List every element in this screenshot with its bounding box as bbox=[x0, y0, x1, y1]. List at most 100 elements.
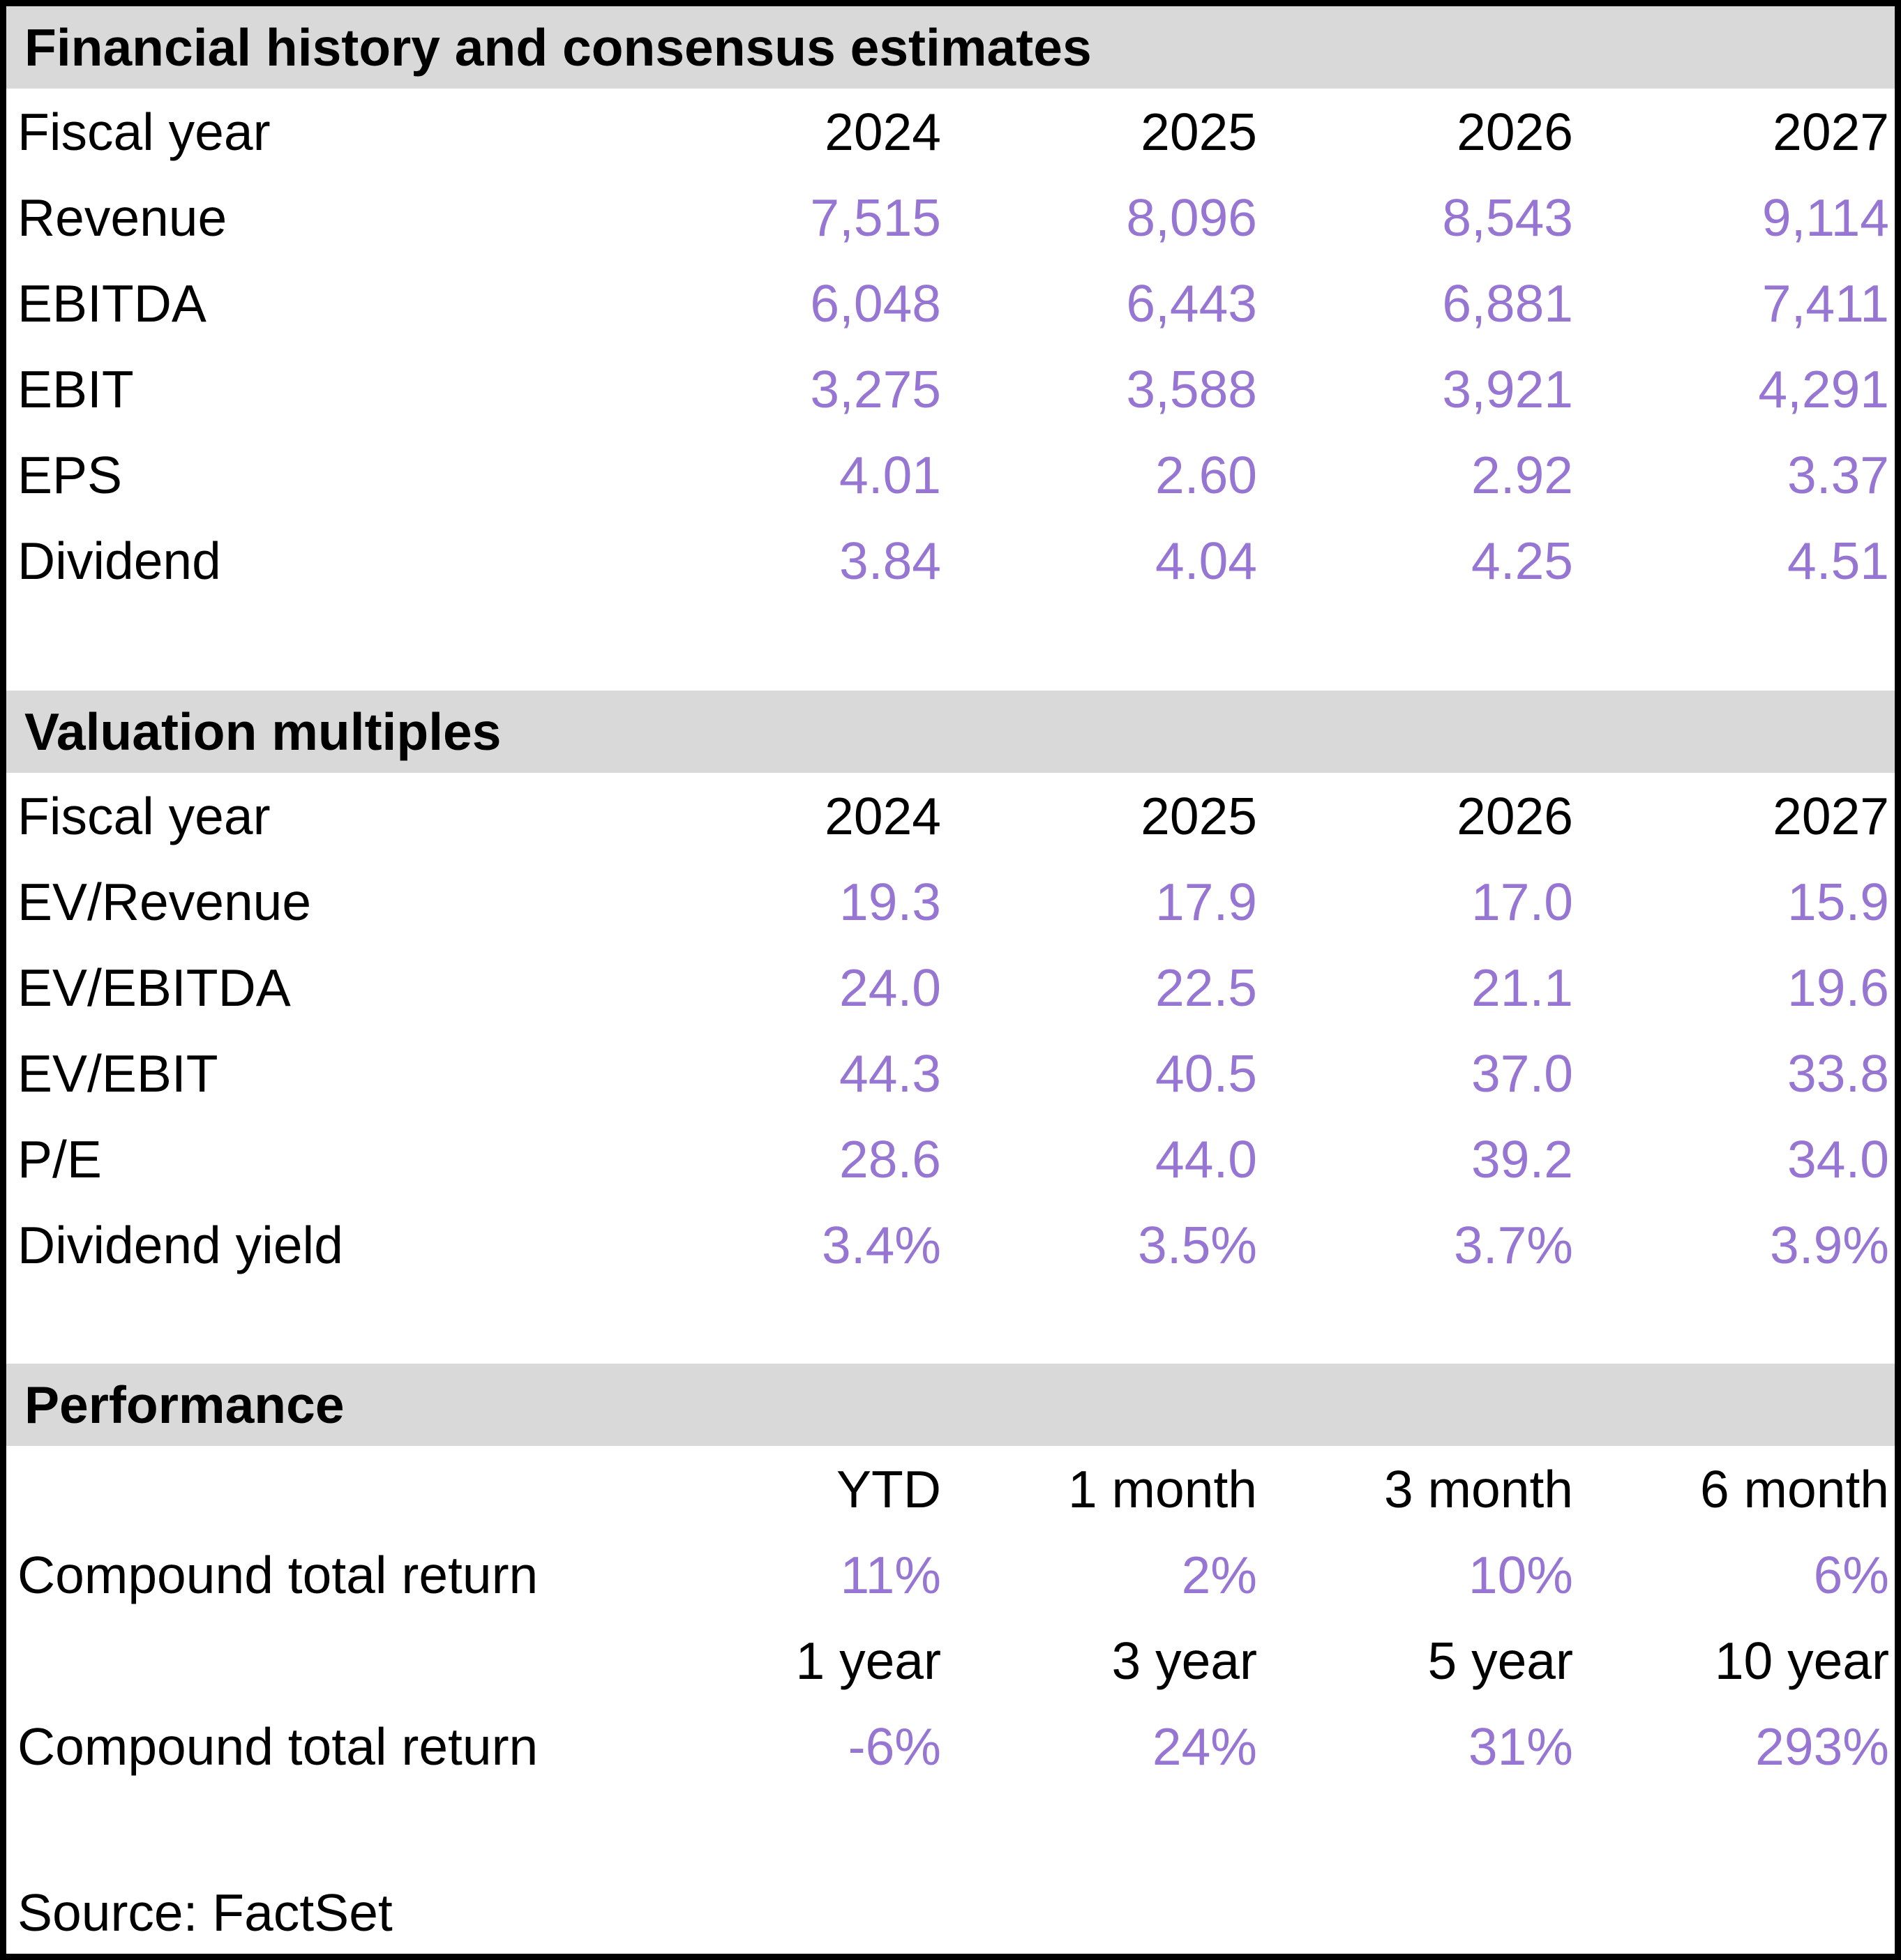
value-cell: 33.8 bbox=[1787, 1043, 1889, 1103]
section-header-performance: Performance bbox=[6, 1364, 1895, 1446]
table-row-period-header-long: 1 year 3 year 5 year 10 year bbox=[6, 1618, 1895, 1703]
value-cell: 44.0 bbox=[1155, 1129, 1257, 1189]
row-label: EBIT bbox=[17, 359, 134, 419]
value-cell: 15.9 bbox=[1787, 872, 1889, 931]
value-cell: 17.0 bbox=[1471, 872, 1573, 931]
row-label: EV/EBITDA bbox=[17, 958, 291, 1017]
value-cell: 39.2 bbox=[1471, 1129, 1573, 1189]
row-label: Dividend yield bbox=[17, 1215, 343, 1274]
section-header-valuation-multiples: Valuation multiples bbox=[6, 691, 1895, 773]
value-cell: 3.84 bbox=[839, 531, 941, 590]
table-row-fiscal-year-header: Fiscal year 2024 2025 2026 2027 bbox=[6, 89, 1895, 174]
section-title: Valuation multiples bbox=[24, 702, 502, 761]
row-label: Revenue bbox=[17, 188, 227, 247]
value-cell: 2% bbox=[1181, 1545, 1257, 1604]
period-header-cell: 5 year bbox=[1427, 1631, 1573, 1690]
table-row-ev-ebitda: EV/EBITDA 24.0 22.5 21.1 19.6 bbox=[6, 944, 1895, 1030]
value-cell: 4.51 bbox=[1787, 531, 1889, 590]
value-cell: 4.04 bbox=[1155, 531, 1257, 590]
section-title: Performance bbox=[24, 1375, 345, 1434]
year-header-cell: 2025 bbox=[1141, 786, 1257, 845]
value-cell: 2.92 bbox=[1471, 445, 1573, 504]
value-cell: 22.5 bbox=[1155, 958, 1257, 1017]
row-label: EPS bbox=[17, 445, 123, 504]
table-row-dividend: Dividend 3.84 4.04 4.25 4.51 bbox=[6, 518, 1895, 603]
value-cell: 6,048 bbox=[810, 273, 941, 333]
value-cell: 4.25 bbox=[1471, 531, 1573, 590]
value-cell: 31% bbox=[1468, 1717, 1573, 1776]
value-cell: 24% bbox=[1152, 1717, 1257, 1776]
year-header-cell: 2026 bbox=[1457, 102, 1573, 161]
table-row-ev-revenue: EV/Revenue 19.3 17.9 17.0 15.9 bbox=[6, 859, 1895, 944]
value-cell: 21.1 bbox=[1471, 958, 1573, 1017]
value-cell: 6,443 bbox=[1126, 273, 1257, 333]
value-cell: 24.0 bbox=[839, 958, 941, 1017]
period-header-cell: 1 month bbox=[1068, 1459, 1257, 1518]
year-header-cell: 2024 bbox=[825, 786, 941, 845]
value-cell: 17.9 bbox=[1155, 872, 1257, 931]
row-label: Fiscal year bbox=[17, 786, 271, 845]
value-cell: 3.4% bbox=[822, 1215, 941, 1274]
value-cell: 44.3 bbox=[839, 1043, 941, 1103]
row-label: Dividend bbox=[17, 531, 221, 590]
value-cell: 6,881 bbox=[1442, 273, 1573, 333]
period-header-cell: 3 year bbox=[1111, 1631, 1257, 1690]
table-row-fiscal-year-header: Fiscal year 2024 2025 2026 2027 bbox=[6, 773, 1895, 859]
value-cell: 11% bbox=[840, 1545, 941, 1604]
table-row-period-header-short: YTD 1 month 3 month 6 month bbox=[6, 1446, 1895, 1532]
value-cell: 4.01 bbox=[839, 445, 941, 504]
table-row-ebit: EBIT 3,275 3,588 3,921 4,291 bbox=[6, 346, 1895, 432]
row-label: Compound total return bbox=[17, 1545, 539, 1604]
value-cell: 37.0 bbox=[1471, 1043, 1573, 1103]
table-row-revenue: Revenue 7,515 8,096 8,543 9,114 bbox=[6, 174, 1895, 260]
value-cell: -6% bbox=[848, 1717, 941, 1776]
value-cell: 7,411 bbox=[1761, 273, 1889, 333]
row-label: EV/EBIT bbox=[17, 1043, 218, 1103]
period-header-cell: 6 month bbox=[1700, 1459, 1889, 1518]
period-header-cell: 1 year bbox=[795, 1631, 941, 1690]
value-cell: 3,588 bbox=[1126, 359, 1257, 419]
value-cell: 2.60 bbox=[1155, 445, 1257, 504]
row-label: EBITDA bbox=[17, 273, 206, 333]
table-row-compound-return-long: Compound total return -6% 24% 31% 293% bbox=[6, 1703, 1895, 1789]
source-note-row: Source: FactSet bbox=[6, 1869, 1895, 1954]
table-row-eps: EPS 4.01 2.60 2.92 3.37 bbox=[6, 432, 1895, 518]
value-cell: 293% bbox=[1755, 1717, 1889, 1776]
table-row-ebitda: EBITDA 6,048 6,443 6,881 7,411 bbox=[6, 260, 1895, 346]
value-cell: 40.5 bbox=[1155, 1043, 1257, 1103]
value-cell: 7,515 bbox=[810, 188, 941, 247]
value-cell: 34.0 bbox=[1787, 1129, 1889, 1189]
value-cell: 6% bbox=[1813, 1545, 1889, 1604]
source-note: Source: FactSet bbox=[17, 1883, 393, 1942]
row-label: P/E bbox=[17, 1129, 102, 1189]
year-header-cell: 2024 bbox=[825, 102, 941, 161]
row-label: Compound total return bbox=[17, 1717, 539, 1776]
value-cell: 9,114 bbox=[1761, 188, 1889, 247]
table-row-compound-return-short: Compound total return 11% 2% 10% 6% bbox=[6, 1532, 1895, 1618]
value-cell: 3.37 bbox=[1787, 445, 1889, 504]
table-row-dividend-yield: Dividend yield 3.4% 3.5% 3.7% 3.9% bbox=[6, 1202, 1895, 1288]
value-cell: 3,275 bbox=[810, 359, 941, 419]
value-cell: 28.6 bbox=[839, 1129, 941, 1189]
table-row-pe: P/E 28.6 44.0 39.2 34.0 bbox=[6, 1116, 1895, 1202]
year-header-cell: 2026 bbox=[1457, 786, 1573, 845]
value-cell: 3.5% bbox=[1138, 1215, 1257, 1274]
section-header-financial-history: Financial history and consensus estimate… bbox=[6, 6, 1895, 89]
value-cell: 19.6 bbox=[1787, 958, 1889, 1017]
value-cell: 19.3 bbox=[839, 872, 941, 931]
year-header-cell: 2027 bbox=[1773, 102, 1889, 161]
year-header-cell: 2027 bbox=[1773, 786, 1889, 845]
row-label: EV/Revenue bbox=[17, 872, 312, 931]
value-cell: 8,543 bbox=[1442, 188, 1573, 247]
row-label: Fiscal year bbox=[17, 102, 271, 161]
value-cell: 8,096 bbox=[1126, 188, 1257, 247]
value-cell: 4,291 bbox=[1758, 359, 1889, 419]
value-cell: 3.9% bbox=[1770, 1215, 1889, 1274]
value-cell: 10% bbox=[1468, 1545, 1573, 1604]
period-header-cell: YTD bbox=[836, 1459, 941, 1518]
year-header-cell: 2025 bbox=[1141, 102, 1257, 161]
section-title: Financial history and consensus estimate… bbox=[24, 18, 1092, 77]
period-header-cell: 10 year bbox=[1714, 1631, 1889, 1690]
table-row-ev-ebit: EV/EBIT 44.3 40.5 37.0 33.8 bbox=[6, 1030, 1895, 1116]
